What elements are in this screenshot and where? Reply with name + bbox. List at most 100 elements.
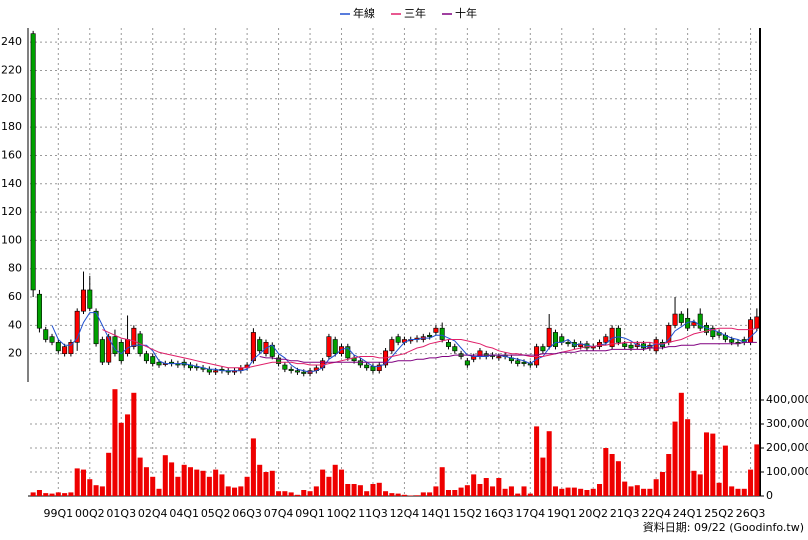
- x-tick-label: 01Q3: [106, 507, 136, 520]
- volume-bar: [87, 479, 93, 496]
- candle-body: [30, 33, 36, 291]
- candle-body: [276, 357, 282, 364]
- candle-body: [754, 316, 760, 329]
- candle-body: [143, 353, 149, 362]
- volume-bar: [332, 464, 338, 496]
- x-tick-label: 22Q4: [641, 507, 671, 520]
- candle-body: [131, 327, 137, 347]
- candle-body: [685, 317, 691, 329]
- volume-bar: [370, 484, 376, 496]
- volume-bar: [578, 488, 584, 496]
- volume-bar: [112, 389, 118, 496]
- volume-bar: [194, 469, 200, 496]
- volume-bar: [471, 474, 477, 496]
- x-tick-label: 14Q1: [421, 507, 451, 520]
- volume-bar: [496, 478, 502, 496]
- candle-body: [80, 289, 86, 312]
- x-tick-label: 05Q2: [201, 507, 231, 520]
- candle-body: [546, 327, 552, 347]
- candle-body: [439, 327, 445, 340]
- candle-body: [376, 364, 382, 371]
- candle-body: [125, 339, 131, 354]
- volume-bar: [401, 494, 407, 496]
- candle-body: [697, 313, 703, 329]
- volume-bar: [729, 486, 735, 496]
- candle-body: [118, 342, 124, 362]
- volume-bar: [445, 490, 452, 496]
- volume-bar: [131, 392, 137, 496]
- volume-bar: [546, 431, 552, 496]
- x-tick-label: 00Q2: [75, 507, 105, 520]
- y2-tick-label: 200,000: [766, 441, 808, 454]
- x-tick-label: 11Q3: [358, 507, 388, 520]
- volume-bar: [414, 495, 420, 496]
- ma-line: [51, 312, 758, 373]
- volume-bar: [741, 488, 747, 496]
- volume-bar: [703, 432, 710, 496]
- x-tick-label: 19Q1: [547, 507, 577, 520]
- candle-body: [282, 364, 288, 370]
- volume-bar: [490, 486, 496, 496]
- volume-bar: [313, 486, 319, 496]
- legend-label: 年線: [353, 6, 375, 20]
- volume-bar: [571, 487, 577, 496]
- candle-body: [729, 339, 735, 343]
- volume-bar: [225, 486, 231, 496]
- candle-body: [87, 289, 93, 309]
- volume-bar: [238, 486, 244, 496]
- volume-bar: [420, 492, 426, 496]
- candle-body: [628, 344, 634, 349]
- volume-bar: [175, 476, 181, 496]
- y-tick-label: 240: [1, 35, 22, 48]
- x-tick-label: 16Q3: [484, 507, 514, 520]
- x-tick-label: 04Q1: [169, 507, 199, 520]
- volume-bar: [754, 444, 760, 496]
- volume-bar: [389, 493, 395, 496]
- volume-bar: [30, 492, 36, 496]
- volume-bar: [584, 490, 590, 496]
- volume-bar: [257, 464, 263, 496]
- candle-body: [672, 313, 678, 326]
- volume-bar: [483, 478, 489, 496]
- y-tick-label: 20: [8, 347, 22, 360]
- volume-bar: [244, 476, 250, 496]
- candle-body: [395, 336, 401, 343]
- volume-bar: [74, 468, 80, 496]
- legend-label: 三年: [404, 6, 426, 20]
- volume-bar: [433, 486, 439, 496]
- candle-body: [622, 343, 628, 347]
- volume-bar: [338, 469, 345, 496]
- volume-bar: [282, 491, 288, 496]
- volume-bar: [187, 467, 193, 496]
- volume-bar: [143, 467, 149, 496]
- candle-body: [326, 336, 332, 357]
- y-tick-label: 80: [8, 262, 22, 275]
- volume-bar: [250, 438, 256, 496]
- candle-body: [294, 370, 300, 373]
- candle-body: [452, 346, 458, 352]
- volume-bar: [540, 457, 546, 496]
- x-tick-label: 25Q2: [704, 507, 734, 520]
- volume-bar: [647, 488, 653, 496]
- volume-bar: [169, 462, 175, 496]
- volume-bar: [232, 487, 238, 496]
- y-tick-label: 180: [1, 120, 22, 133]
- candle-body: [496, 356, 502, 359]
- x-tick-label: 12Q4: [390, 507, 420, 520]
- y2-tick-label: 400,000: [766, 393, 808, 406]
- volume-bar: [125, 414, 131, 496]
- volume-bar: [710, 433, 716, 496]
- candle-body: [357, 360, 363, 366]
- candle-body: [55, 342, 61, 352]
- candle-body: [150, 356, 156, 364]
- candle-body: [301, 371, 307, 374]
- x-tick-label: 24Q1: [673, 507, 703, 520]
- candle-body: [603, 336, 609, 343]
- candle-body: [332, 339, 338, 354]
- y-tick-label: 40: [8, 318, 22, 331]
- legend-label: 十年: [455, 6, 477, 20]
- candle-body: [565, 342, 571, 345]
- x-tick-label: 17Q4: [515, 507, 545, 520]
- volume-bar: [634, 485, 640, 496]
- volume-bar: [326, 476, 332, 496]
